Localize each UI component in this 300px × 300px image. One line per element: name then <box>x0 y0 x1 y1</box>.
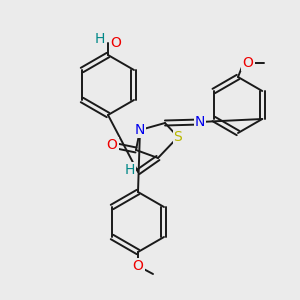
Text: S: S <box>174 130 182 144</box>
Text: H: H <box>125 163 135 177</box>
Text: N: N <box>195 115 205 129</box>
Text: N: N <box>135 123 145 137</box>
Text: O: O <box>243 56 254 70</box>
Text: O: O <box>133 259 143 273</box>
Text: O: O <box>106 138 117 152</box>
Text: H: H <box>95 32 105 46</box>
Text: O: O <box>111 36 122 50</box>
